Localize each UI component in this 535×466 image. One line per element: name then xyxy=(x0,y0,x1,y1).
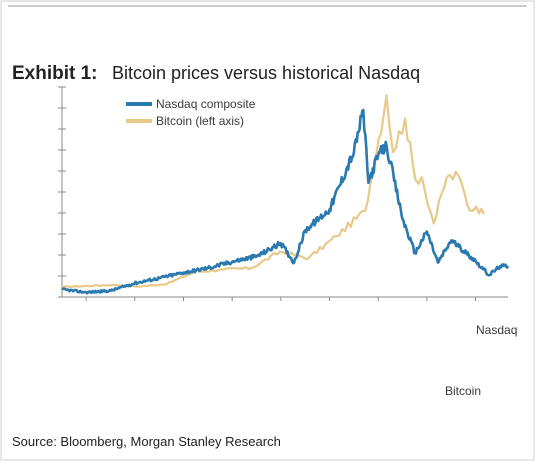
series-line-nasdaq xyxy=(61,108,510,295)
x-top-axis-label: Nasdaq xyxy=(476,323,517,337)
legend: Nasdaq composite Bitcoin (left axis) xyxy=(126,97,256,128)
exhibit-label: Exhibit 1: xyxy=(12,63,98,84)
axes-group xyxy=(58,86,508,301)
series-layer xyxy=(61,94,510,295)
x-bottom-axis-label: Bitcoin xyxy=(445,384,481,398)
chart-title: Bitcoin prices versus historical Nasdaq xyxy=(112,63,420,83)
legend-label-bitcoin: Bitcoin (left axis) xyxy=(156,114,244,128)
legend-label-nasdaq: Nasdaq composite xyxy=(156,97,256,111)
source-note: Source: Bloomberg, Morgan Stanley Resear… xyxy=(12,434,281,449)
